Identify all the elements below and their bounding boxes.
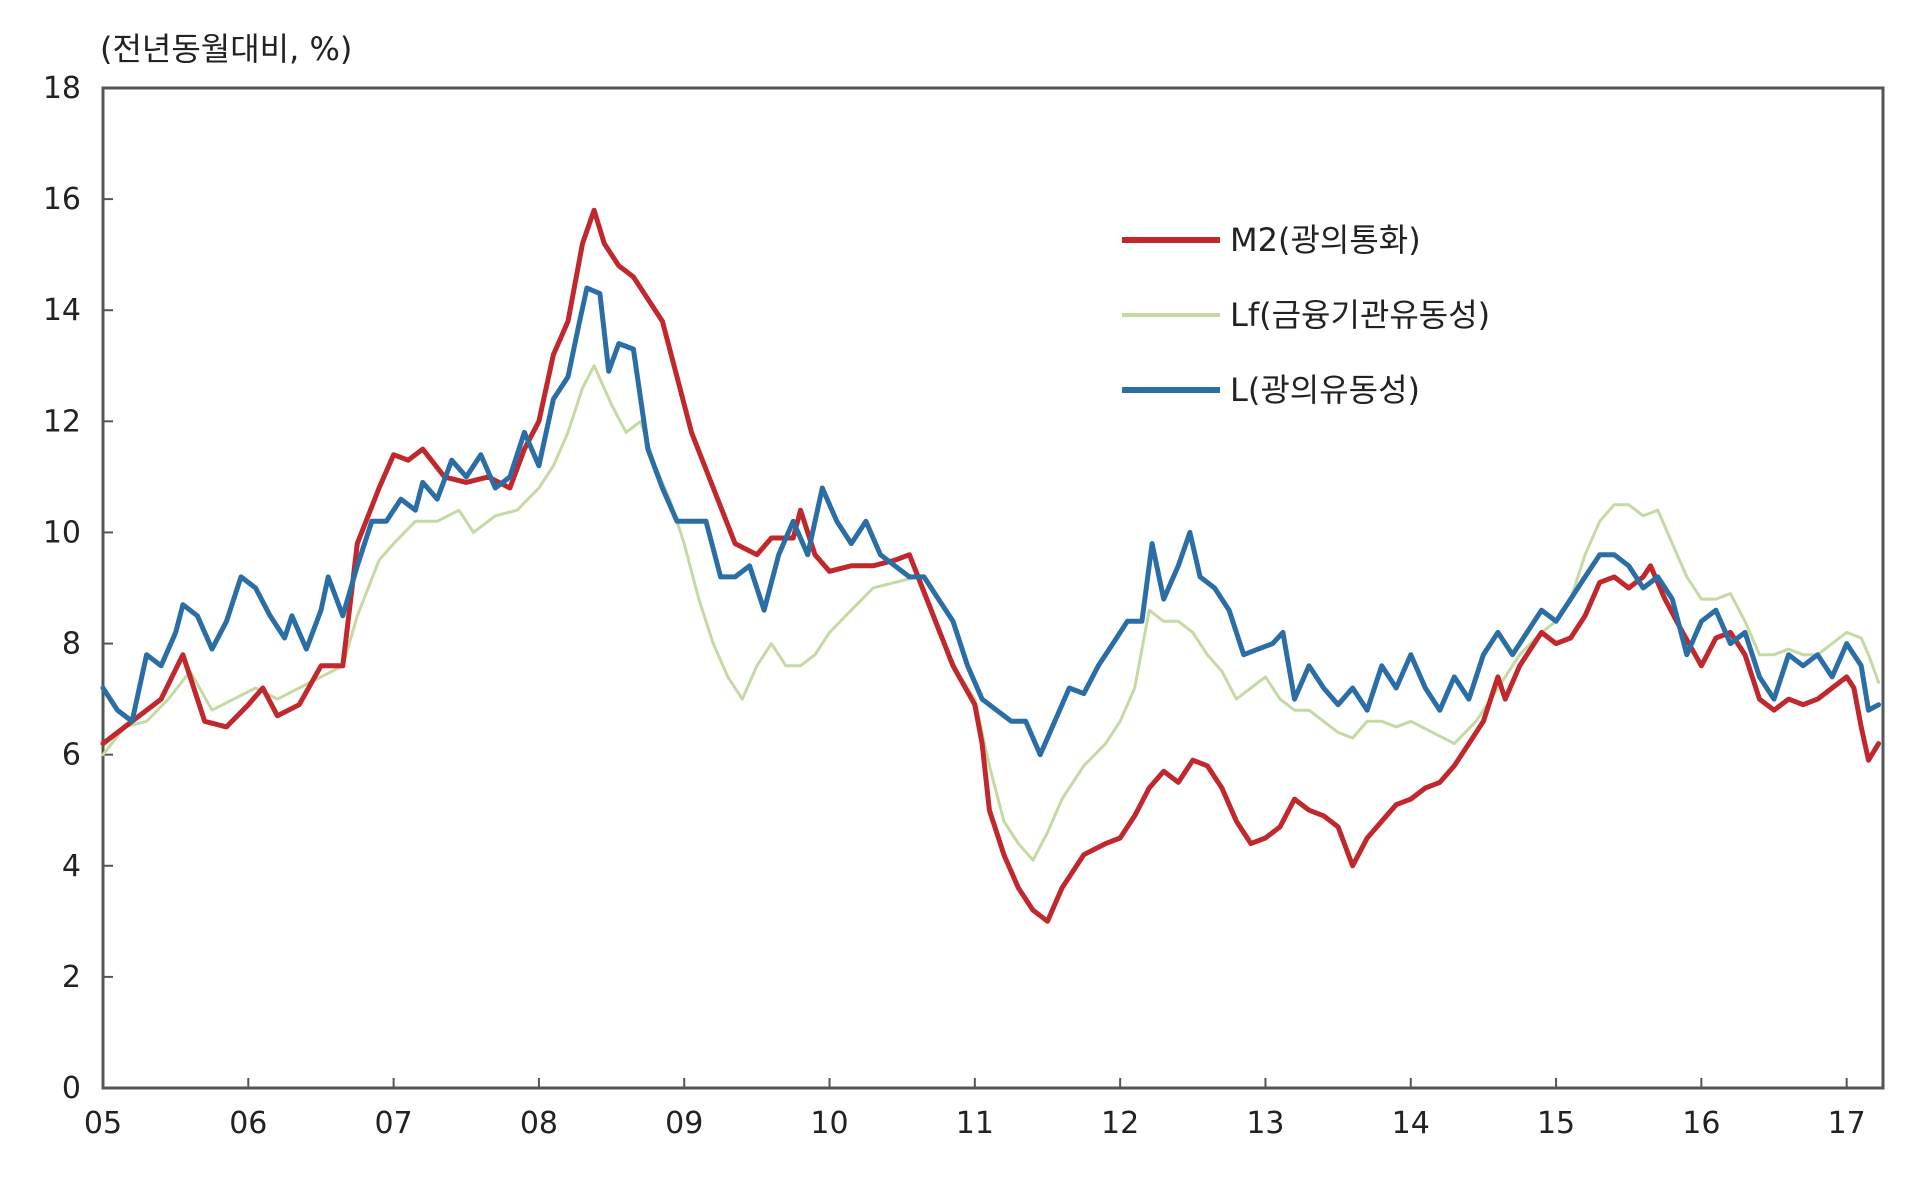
y-tick-label: 12 [43,404,81,439]
x-tick-label: 14 [1392,1106,1430,1141]
legend-label-1: Lf(금융기관유동성) [1230,296,1490,334]
legend-label-2: L(광의유동성) [1230,371,1420,409]
x-tick-label: 07 [375,1106,413,1141]
series-line-0 [100,207,1882,924]
x-tick-label: 11 [956,1106,994,1141]
x-tick-label: 05 [84,1106,122,1141]
y-tick-label: 14 [43,293,81,328]
x-tick-label: 10 [810,1106,848,1141]
x-tick-label: 17 [1828,1106,1866,1141]
series-lines [100,207,1882,924]
x-tick-label: 16 [1682,1106,1720,1141]
y-tick-label: 10 [43,515,81,550]
series-line-2 [100,285,1882,758]
x-axis: 05 06 07 08 09 10 11 12 13 14 15 16 17 [84,1078,1866,1141]
y-tick-label: 18 [43,71,81,106]
x-tick-label: 09 [665,1106,703,1141]
y-tick-label: 0 [62,1071,81,1106]
legend-label-0: M2(광의통화) [1230,221,1421,259]
x-tick-label: 08 [520,1106,558,1141]
series-line-1 [101,364,1881,862]
y-tick-label: 2 [62,960,81,995]
x-tick-label: 15 [1537,1106,1575,1141]
y-tick-label: 6 [62,738,81,773]
y-axis: 0 2 4 6 8 10 12 14 16 18 [43,71,113,1106]
x-tick-label: 06 [229,1106,267,1141]
plot-frame [101,86,1885,1090]
legend: M2(광의통화) Lf(금융기관유동성) L(광의유동성) [1122,221,1490,409]
x-tick-label: 13 [1246,1106,1284,1141]
x-tick-label: 12 [1101,1106,1139,1141]
y-axis-unit-label: (전년동월대비, %) [100,30,352,68]
y-tick-label: 8 [62,627,81,662]
y-tick-label: 4 [62,849,81,884]
y-tick-label: 16 [43,182,81,217]
